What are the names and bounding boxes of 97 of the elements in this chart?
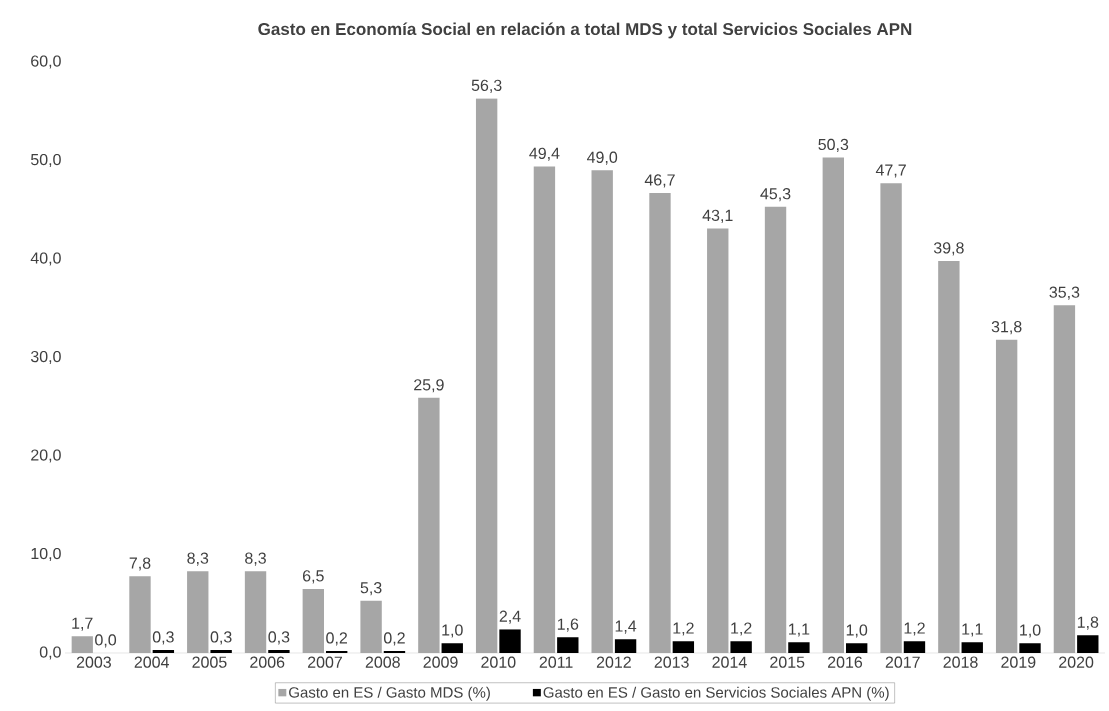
data-label: 0,2 bbox=[326, 632, 348, 646]
y-tick-label: 0,0 bbox=[39, 646, 61, 660]
data-label: 25,9 bbox=[414, 379, 444, 393]
data-label: 6,5 bbox=[303, 570, 324, 584]
chart-title: Gasto en Economía Social en relación a total MDS y total Servicios Sociales APN bbox=[258, 22, 912, 39]
data-label: 1,2 bbox=[673, 622, 694, 636]
bar bbox=[71, 636, 93, 653]
bar bbox=[1019, 643, 1041, 653]
data-label: 1,6 bbox=[557, 618, 579, 632]
data-label: 2,4 bbox=[499, 610, 521, 624]
x-tick-label: 2004 bbox=[134, 656, 169, 668]
bar bbox=[129, 576, 151, 653]
bar bbox=[244, 571, 267, 653]
data-label: 1,0 bbox=[846, 624, 868, 638]
x-tick-label: 2016 bbox=[828, 656, 863, 668]
bar bbox=[649, 193, 671, 653]
data-label: 0,0 bbox=[95, 634, 117, 648]
data-label: 1,0 bbox=[442, 624, 463, 638]
data-label: 45,3 bbox=[760, 188, 791, 202]
data-label: 1,2 bbox=[731, 622, 752, 636]
x-tick-label: 2019 bbox=[1001, 656, 1036, 668]
legend-label: Gasto en ES / Gasto MDS (%) bbox=[289, 686, 490, 701]
data-label: 1,4 bbox=[615, 620, 637, 634]
x-tick-label: 2006 bbox=[250, 656, 285, 668]
bar bbox=[1077, 635, 1099, 653]
data-label: 1,1 bbox=[962, 623, 983, 637]
x-tick-label: 2020 bbox=[1059, 656, 1094, 668]
x-tick-label: 2012 bbox=[596, 656, 631, 668]
x-tick-label: 2017 bbox=[885, 656, 920, 668]
data-label: 49,4 bbox=[529, 147, 560, 161]
data-label: 35,3 bbox=[1049, 286, 1080, 300]
data-label: 56,3 bbox=[471, 79, 502, 93]
legend-label: Gasto en ES / Gasto en Servicios Sociales APN (%) bbox=[543, 686, 889, 701]
bar bbox=[152, 650, 175, 653]
y-tick-label: 60,0 bbox=[31, 55, 61, 69]
bar bbox=[187, 571, 209, 653]
x-tick-label: 2005 bbox=[192, 656, 227, 668]
data-label: 5,3 bbox=[360, 582, 382, 596]
data-label: 50,3 bbox=[818, 138, 849, 152]
bar bbox=[475, 98, 498, 653]
bar bbox=[210, 650, 232, 653]
y-tick-label: 20,0 bbox=[31, 449, 61, 463]
y-tick-label: 30,0 bbox=[30, 350, 61, 365]
data-label: 8,3 bbox=[245, 552, 266, 566]
data-label: 0,3 bbox=[210, 631, 232, 645]
bar bbox=[788, 642, 810, 653]
bar bbox=[441, 643, 463, 653]
x-tick-label: 2011 bbox=[539, 656, 573, 668]
bar bbox=[730, 641, 752, 653]
data-label: 1,8 bbox=[1077, 616, 1099, 630]
bar bbox=[499, 629, 521, 653]
bar bbox=[591, 170, 613, 653]
x-tick-label: 2003 bbox=[76, 656, 111, 668]
data-label: 7,8 bbox=[129, 557, 151, 571]
bar bbox=[822, 157, 844, 653]
bar bbox=[614, 639, 637, 653]
data-label: 1,1 bbox=[789, 623, 810, 637]
data-label: 43,1 bbox=[702, 209, 733, 223]
data-label: 1,7 bbox=[72, 617, 93, 631]
x-tick-label: 2018 bbox=[943, 656, 978, 668]
bar bbox=[961, 642, 983, 653]
data-label: 1,2 bbox=[904, 622, 925, 636]
data-label: 0,3 bbox=[268, 631, 290, 645]
x-tick-label: 2015 bbox=[770, 656, 805, 668]
bar bbox=[302, 588, 325, 653]
bar bbox=[1053, 305, 1076, 653]
x-tick-label: 2008 bbox=[365, 656, 400, 668]
bar bbox=[418, 397, 440, 653]
bar bbox=[764, 206, 787, 653]
data-label: 1,0 bbox=[1020, 624, 1041, 638]
bar bbox=[707, 228, 729, 653]
data-label: 0,3 bbox=[152, 631, 174, 645]
data-label: 8,3 bbox=[187, 552, 209, 566]
y-tick-label: 50,0 bbox=[30, 153, 61, 168]
bar bbox=[903, 641, 926, 653]
bar bbox=[995, 339, 1018, 653]
x-tick-label: 2009 bbox=[423, 656, 458, 668]
bar bbox=[880, 183, 902, 653]
bar bbox=[557, 637, 579, 653]
data-label: 47,7 bbox=[875, 164, 906, 178]
data-label: 31,8 bbox=[991, 321, 1022, 335]
y-tick-label: 40,0 bbox=[30, 252, 61, 266]
data-label: 39,8 bbox=[933, 242, 964, 256]
bar bbox=[268, 650, 290, 653]
bar bbox=[533, 166, 556, 653]
bar bbox=[360, 600, 382, 653]
x-tick-label: 2013 bbox=[654, 656, 689, 668]
data-label: 49,0 bbox=[586, 151, 618, 165]
x-tick-label: 2010 bbox=[481, 656, 516, 668]
bar bbox=[672, 641, 695, 653]
data-label: 46,7 bbox=[644, 174, 675, 188]
bar bbox=[846, 643, 868, 653]
y-tick-label: 10,0 bbox=[31, 547, 61, 562]
data-label: 0,2 bbox=[383, 632, 405, 646]
x-tick-label: 2007 bbox=[308, 656, 342, 668]
bar bbox=[938, 260, 960, 653]
x-tick-label: 2014 bbox=[712, 656, 747, 668]
